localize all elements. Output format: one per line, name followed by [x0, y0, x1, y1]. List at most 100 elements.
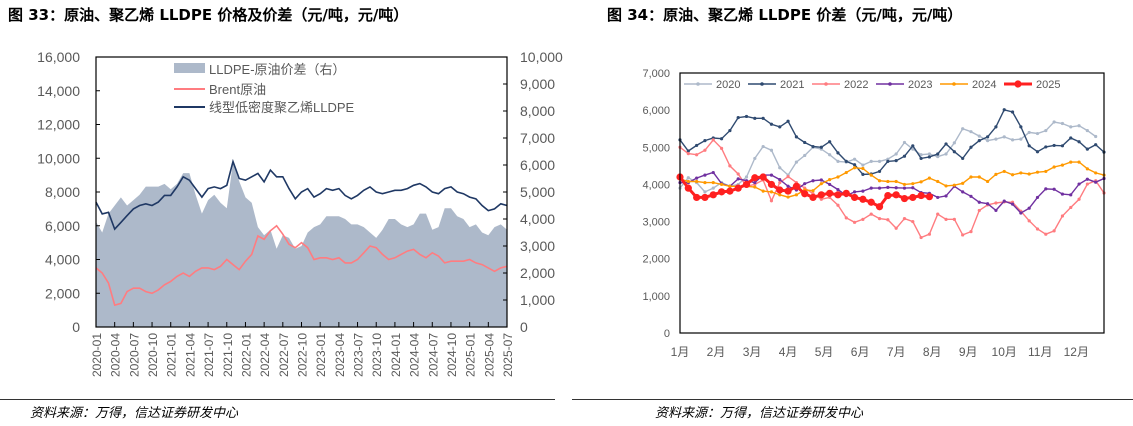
data-point-2021	[886, 159, 890, 163]
data-point-2023	[919, 191, 923, 195]
data-point-2024	[936, 179, 940, 184]
data-point-2021	[961, 156, 965, 161]
data-point-2023	[877, 186, 882, 190]
ytick-label: 5,000	[642, 142, 670, 154]
data-point-2023	[952, 184, 956, 188]
data-point-2021	[703, 139, 707, 143]
data-point-2021	[719, 137, 724, 141]
legend-label: Brent原油	[209, 82, 266, 97]
xtick-label: 2022-04	[258, 333, 272, 377]
data-point-2023	[994, 208, 998, 213]
data-point-2024	[819, 182, 823, 186]
data-point-2021	[678, 138, 682, 142]
data-point-2025	[776, 186, 784, 194]
data-point-2021	[952, 150, 956, 154]
data-point-2024	[852, 166, 857, 170]
data-point-2023	[886, 185, 890, 189]
data-point-2022	[703, 148, 707, 152]
legend-marker	[696, 82, 700, 86]
data-point-2025	[676, 173, 684, 181]
data-point-2021	[1069, 136, 1073, 140]
data-point-2024	[869, 173, 873, 177]
data-point-2023	[1010, 202, 1015, 206]
data-point-2025	[867, 198, 875, 206]
data-point-2020	[711, 186, 715, 190]
data-point-2021	[761, 116, 765, 120]
source-left: 资料来源：万得，信达证券研发中心	[30, 406, 239, 421]
data-point-2024	[1044, 169, 1048, 174]
data-point-2022	[678, 145, 682, 149]
data-point-2020	[1002, 135, 1006, 139]
data-point-2022	[836, 203, 840, 207]
data-point-2021	[736, 115, 740, 120]
data-point-2023	[961, 190, 965, 194]
xtick-label: 2021-10	[221, 333, 235, 377]
data-point-2020	[936, 154, 940, 159]
data-point-2024	[1019, 171, 1023, 175]
data-point-2022	[886, 218, 890, 222]
data-point-2021	[1002, 108, 1006, 112]
data-point-2024	[952, 183, 956, 187]
data-point-2025	[734, 184, 742, 192]
data-point-2022	[902, 217, 907, 221]
legend-label: 2020	[716, 79, 740, 91]
legend-label: 2023	[908, 79, 932, 91]
data-point-2023	[852, 190, 857, 194]
data-point-2021	[836, 151, 840, 155]
xtick-label: 2月	[707, 345, 726, 359]
xtick-label: 2023-10	[370, 333, 384, 377]
data-point-2024	[744, 184, 749, 188]
data-point-2021	[744, 114, 749, 119]
data-point-2024	[1010, 173, 1015, 177]
data-point-2024	[695, 179, 699, 184]
data-point-2020	[769, 148, 774, 152]
data-point-2020	[1027, 130, 1031, 135]
data-point-2021	[1052, 143, 1056, 148]
data-point-2025	[792, 182, 800, 190]
data-point-2024	[1094, 171, 1098, 175]
data-point-2025	[850, 193, 859, 202]
data-point-2020	[1035, 131, 1040, 136]
data-point-2022	[711, 138, 715, 142]
data-point-2025	[834, 191, 842, 199]
xtick-label: 2025-07	[501, 333, 515, 377]
ytick-left: 0	[72, 319, 80, 335]
legend-label: 线型低密度聚乙烯LLDPE	[209, 100, 355, 115]
data-point-2023	[819, 178, 823, 182]
ytick-right: 6,000	[520, 157, 555, 173]
legend-marker	[952, 82, 956, 86]
data-point-2022	[1077, 197, 1081, 201]
data-point-2022	[1019, 209, 1023, 213]
data-point-2025	[817, 191, 825, 199]
ytick-label: 7,000	[642, 68, 670, 80]
xtick-label: 2021-04	[183, 333, 197, 377]
data-point-2021	[1085, 147, 1089, 151]
data-point-2023	[769, 173, 774, 177]
data-point-2023	[728, 184, 732, 188]
data-point-2023	[1085, 177, 1089, 181]
data-point-2025	[701, 193, 709, 202]
ytick-left: 8,000	[45, 184, 80, 200]
data-point-2021	[778, 125, 782, 129]
xtick-label: 2024-04	[408, 333, 422, 377]
data-point-2024	[977, 175, 981, 179]
ytick-right: 4,000	[520, 211, 555, 227]
ytick-label: 6,000	[642, 105, 670, 117]
data-point-2020	[786, 173, 790, 177]
data-point-2022	[977, 208, 981, 213]
data-point-2023	[778, 178, 782, 182]
data-point-2024	[1027, 172, 1031, 176]
chart-title-left: 图 33：原油、聚乙烯 LLDPE 价格及价差（元/吨，元/吨）	[8, 6, 409, 24]
data-point-2021	[852, 163, 857, 167]
data-point-2023	[911, 186, 915, 190]
legend-marker	[1014, 80, 1022, 88]
data-point-2024	[686, 179, 690, 184]
ytick-right: 7,000	[520, 130, 555, 146]
data-point-2020	[911, 147, 915, 151]
data-point-2020	[728, 184, 732, 188]
data-point-2022	[919, 235, 923, 240]
data-point-2020	[894, 152, 898, 156]
data-point-2025	[917, 191, 925, 200]
xtick-label: 2023-04	[333, 333, 347, 377]
data-point-2022	[744, 184, 749, 188]
